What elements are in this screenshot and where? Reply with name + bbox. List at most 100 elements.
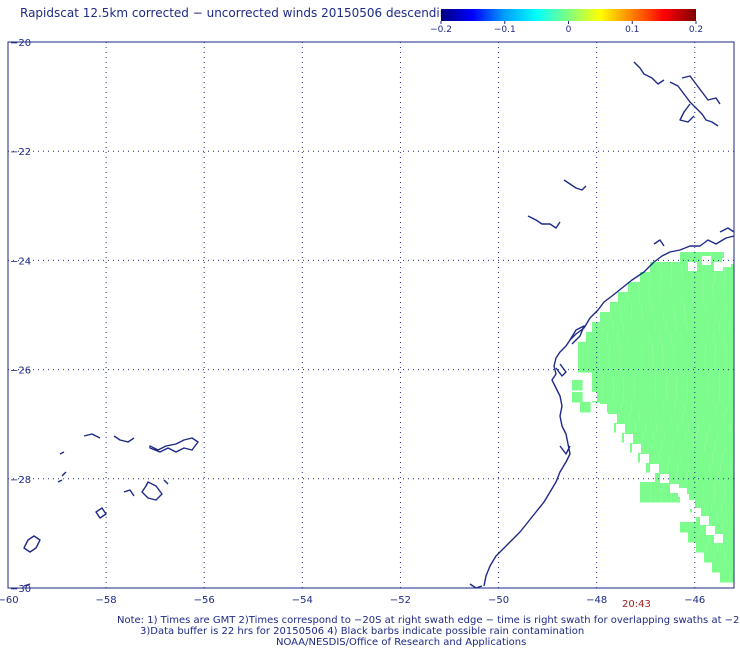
swath-cell — [631, 402, 643, 413]
swath-cell — [600, 312, 611, 323]
swath-cell — [640, 442, 652, 453]
swath-cell — [692, 262, 703, 273]
swath-cell — [676, 372, 688, 383]
swath-cell — [726, 352, 734, 363]
swath-cell — [666, 392, 677, 403]
colorbar-tick-label: 0 — [566, 25, 572, 35]
swath-cell — [673, 352, 684, 363]
swath-cell — [578, 352, 589, 363]
swath-cell — [618, 412, 630, 423]
swath-cell — [713, 332, 724, 343]
swath-cell — [578, 342, 589, 353]
swath-cell — [706, 432, 718, 443]
swath-cell — [708, 322, 720, 333]
swath-cell — [645, 392, 656, 403]
coastal-inlet — [719, 227, 735, 233]
swath-cell — [596, 332, 608, 343]
map-title: Rapidscat 12.5km corrected − uncorrected… — [20, 6, 455, 20]
swath-cell — [715, 342, 727, 353]
colorbar-tick-label: 0.1 — [625, 25, 639, 35]
swath-cell — [682, 272, 693, 283]
swath-cell — [667, 462, 678, 473]
swath-cell — [702, 292, 714, 303]
swath-cell — [671, 412, 683, 423]
swath-cell — [653, 432, 665, 443]
swath-cell — [629, 412, 640, 423]
swath-cell — [663, 302, 674, 313]
swath-cell — [681, 262, 693, 273]
swath-cell — [703, 482, 715, 493]
swath-cell — [638, 282, 650, 293]
swath-cell — [617, 332, 629, 343]
swath-cell — [670, 282, 681, 293]
swath-cell — [613, 382, 624, 393]
swath-cell — [727, 542, 734, 553]
swath-gap — [680, 494, 689, 503]
swath-cell — [730, 422, 734, 433]
swath-cell — [649, 332, 661, 343]
island — [469, 583, 483, 589]
colorbar-tick-label: −0.1 — [494, 25, 516, 35]
swath-cell — [694, 352, 706, 363]
swath-cell — [613, 322, 624, 333]
swath-cell — [599, 352, 610, 363]
swath-cell — [688, 462, 699, 473]
latitude-label: −30 — [10, 584, 31, 595]
swath-cell — [690, 252, 702, 263]
swath-cell — [684, 352, 695, 363]
swath-cell — [729, 392, 734, 403]
swath-cell — [719, 532, 731, 543]
swath-cell — [706, 312, 717, 323]
swath-cell — [694, 342, 706, 353]
swath-cell — [700, 502, 712, 513]
swath-cell — [628, 282, 639, 293]
swath-cell — [712, 562, 723, 573]
inland-reservoir — [679, 103, 695, 123]
colorbar-tick-label: −0.2 — [430, 25, 452, 35]
swath-cell — [671, 262, 682, 273]
swath-cell — [720, 422, 731, 433]
swath-cell — [662, 352, 674, 363]
swath-cell — [732, 502, 734, 513]
swath-cell — [684, 312, 696, 323]
swath-cell — [698, 392, 709, 403]
swath-cell — [705, 302, 716, 313]
swath-cell — [602, 382, 614, 393]
swath-cell — [692, 332, 703, 343]
swath-cell — [709, 422, 720, 433]
swath-cell — [602, 322, 614, 333]
latitude-label: −22 — [10, 147, 31, 158]
swath-cell — [623, 392, 635, 403]
swath-cell — [639, 292, 650, 303]
swath-cell — [666, 372, 677, 383]
swath-cell — [631, 362, 642, 373]
swath-cell — [650, 272, 662, 283]
swath-cell — [631, 302, 642, 313]
swath-cell — [721, 502, 733, 513]
swath-cell — [659, 282, 671, 293]
swath-cell — [662, 362, 674, 373]
swath-cell — [720, 572, 731, 583]
coastal-inlet — [559, 445, 571, 455]
swath-cell — [613, 372, 624, 383]
swath-gap — [686, 500, 695, 509]
swath-cell — [693, 492, 704, 503]
swath-gap — [714, 534, 723, 543]
swath-cell — [691, 452, 702, 463]
colorbar-tick-label: 0.2 — [689, 25, 703, 35]
swath-cell — [730, 462, 734, 473]
swath-cell — [586, 332, 597, 343]
swath-gap — [650, 464, 659, 473]
swath-cell — [645, 372, 656, 383]
swath-cell — [624, 422, 636, 433]
swath-cell — [681, 292, 693, 303]
swath-gap — [724, 242, 734, 264]
swath-cell — [639, 412, 651, 423]
swath-cell — [618, 292, 629, 303]
swath-cell — [673, 302, 685, 313]
swath-cell — [695, 402, 706, 413]
swath-cell — [684, 402, 696, 413]
swath-cell — [701, 452, 713, 463]
swath-cell — [708, 372, 720, 383]
coastal-inlet — [653, 239, 665, 247]
